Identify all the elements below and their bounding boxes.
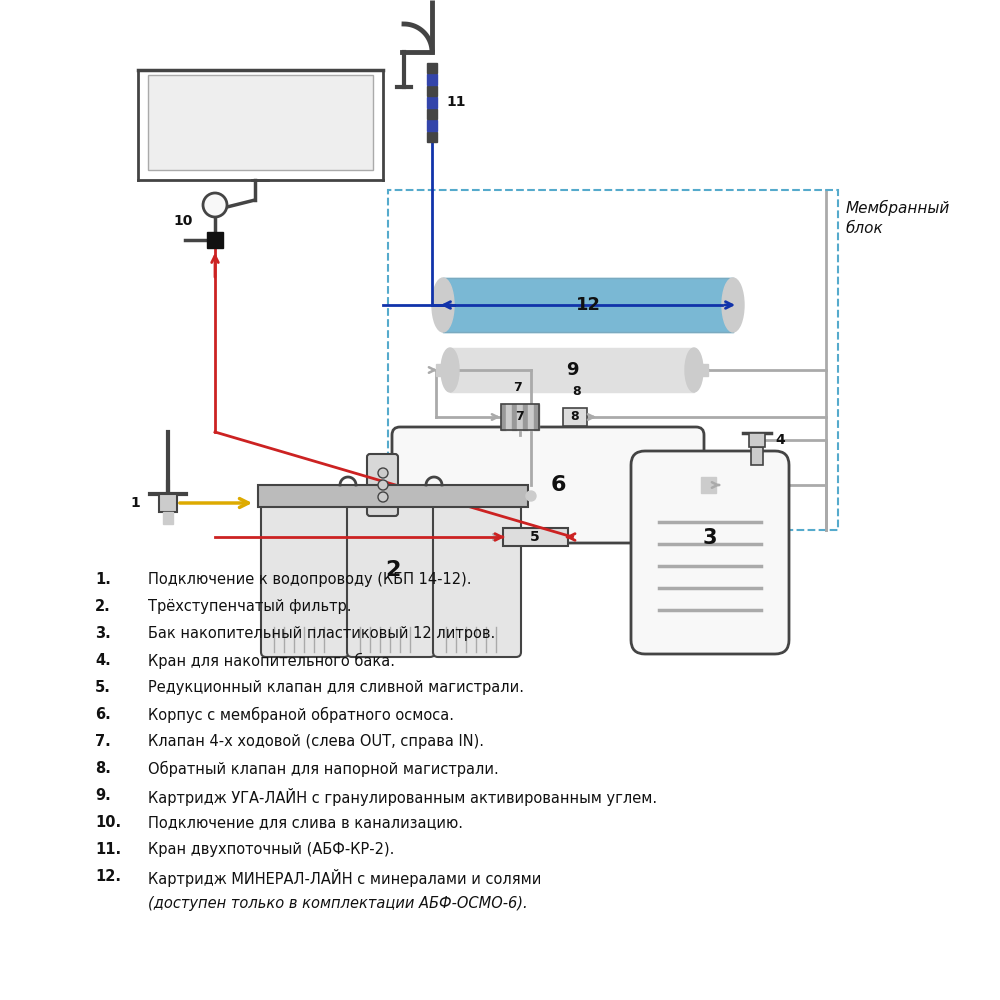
- Bar: [749, 433, 765, 447]
- Text: 5.: 5.: [95, 680, 111, 695]
- Text: Корпус с мембраной обратного осмоса.: Корпус с мембраной обратного осмоса.: [148, 707, 454, 723]
- Text: 12: 12: [576, 296, 600, 314]
- Bar: [159, 494, 177, 512]
- FancyBboxPatch shape: [631, 451, 789, 654]
- Text: Кран двухпоточный (АБФ-КР-2).: Кран двухпоточный (АБФ-КР-2).: [148, 842, 394, 857]
- Circle shape: [378, 468, 388, 478]
- Text: Обратный клапан для напорной магистрали.: Обратный клапан для напорной магистрали.: [148, 761, 499, 777]
- Bar: [427, 97, 437, 108]
- Text: 3.: 3.: [95, 626, 111, 641]
- Ellipse shape: [432, 278, 454, 332]
- Bar: [501, 404, 506, 430]
- Bar: [427, 86, 437, 96]
- Circle shape: [378, 480, 388, 490]
- Text: Картридж МИНЕРАЛ-ЛАЙН с минералами и солями: Картридж МИНЕРАЛ-ЛАЙН с минералами и сол…: [148, 869, 541, 887]
- Bar: [436, 364, 446, 376]
- Bar: [534, 404, 539, 430]
- FancyBboxPatch shape: [261, 502, 349, 657]
- Text: Бак накопительный пластиковый 12 литров.: Бак накопительный пластиковый 12 литров.: [148, 626, 495, 641]
- FancyBboxPatch shape: [347, 502, 435, 657]
- Bar: [523, 404, 528, 430]
- Text: 8: 8: [573, 385, 581, 398]
- Circle shape: [526, 491, 536, 501]
- Text: (доступен только в комплектации АБФ-ОСМО-6).: (доступен только в комплектации АБФ-ОСМО…: [148, 896, 528, 911]
- Bar: [506, 404, 512, 430]
- Bar: [427, 109, 437, 119]
- Text: Подключение для слива в канализацию.: Подключение для слива в канализацию.: [148, 815, 463, 830]
- Bar: [503, 528, 568, 546]
- Text: Подключение к водопроводу (КБП 14-12).: Подключение к водопроводу (КБП 14-12).: [148, 572, 472, 587]
- Text: 3: 3: [703, 528, 717, 548]
- Bar: [388, 190, 838, 530]
- Bar: [512, 404, 517, 430]
- Text: 7.: 7.: [95, 734, 111, 749]
- Text: 7: 7: [514, 381, 522, 394]
- Bar: [427, 120, 437, 131]
- Text: 1.: 1.: [95, 572, 111, 587]
- Text: 2: 2: [385, 560, 401, 580]
- Text: Мембранный
блок: Мембранный блок: [846, 200, 950, 236]
- Text: 2.: 2.: [95, 599, 111, 614]
- Bar: [563, 408, 587, 426]
- Text: Клапан 4-х ходовой (слева OUT, справа IN).: Клапан 4-х ходовой (слева OUT, справа IN…: [148, 734, 484, 749]
- Circle shape: [203, 193, 227, 217]
- Text: 11.: 11.: [95, 842, 121, 857]
- Text: 5: 5: [530, 530, 540, 544]
- Text: 8: 8: [571, 410, 579, 424]
- Text: 9.: 9.: [95, 788, 111, 803]
- Bar: [517, 404, 523, 430]
- Text: Кран для накопительного бака.: Кран для накопительного бака.: [148, 653, 395, 669]
- Text: 9: 9: [566, 361, 578, 379]
- Bar: [148, 75, 373, 170]
- Bar: [207, 232, 223, 248]
- Ellipse shape: [685, 348, 703, 392]
- Text: 6.: 6.: [95, 707, 111, 722]
- Text: 10.: 10.: [95, 815, 121, 830]
- Bar: [698, 364, 708, 376]
- Bar: [528, 404, 534, 430]
- Text: 1: 1: [130, 496, 140, 510]
- FancyBboxPatch shape: [433, 502, 521, 657]
- Bar: [163, 512, 173, 524]
- Circle shape: [378, 492, 388, 502]
- FancyBboxPatch shape: [367, 454, 398, 516]
- Bar: [427, 63, 437, 73]
- Bar: [701, 477, 716, 493]
- Text: 11: 11: [446, 95, 466, 109]
- Text: 6: 6: [550, 475, 566, 495]
- Text: 12.: 12.: [95, 869, 121, 884]
- Text: Картридж УГА-ЛАЙН с гранулированным активированным углем.: Картридж УГА-ЛАЙН с гранулированным акти…: [148, 788, 657, 806]
- Bar: [258, 485, 528, 507]
- Bar: [751, 447, 763, 465]
- Bar: [443, 278, 733, 332]
- Text: 4: 4: [775, 433, 785, 447]
- Bar: [450, 348, 694, 392]
- Text: 8.: 8.: [95, 761, 111, 776]
- Text: Редукционный клапан для сливной магистрали.: Редукционный клапан для сливной магистра…: [148, 680, 524, 695]
- Bar: [427, 74, 437, 85]
- Text: 4.: 4.: [95, 653, 111, 668]
- Text: 10: 10: [174, 214, 193, 228]
- Bar: [427, 132, 437, 142]
- FancyBboxPatch shape: [392, 427, 704, 543]
- Text: Трёхступенчатый фильтр.: Трёхступенчатый фильтр.: [148, 599, 352, 614]
- Ellipse shape: [441, 348, 459, 392]
- Text: 7: 7: [516, 410, 524, 424]
- Ellipse shape: [722, 278, 744, 332]
- Bar: [501, 404, 539, 430]
